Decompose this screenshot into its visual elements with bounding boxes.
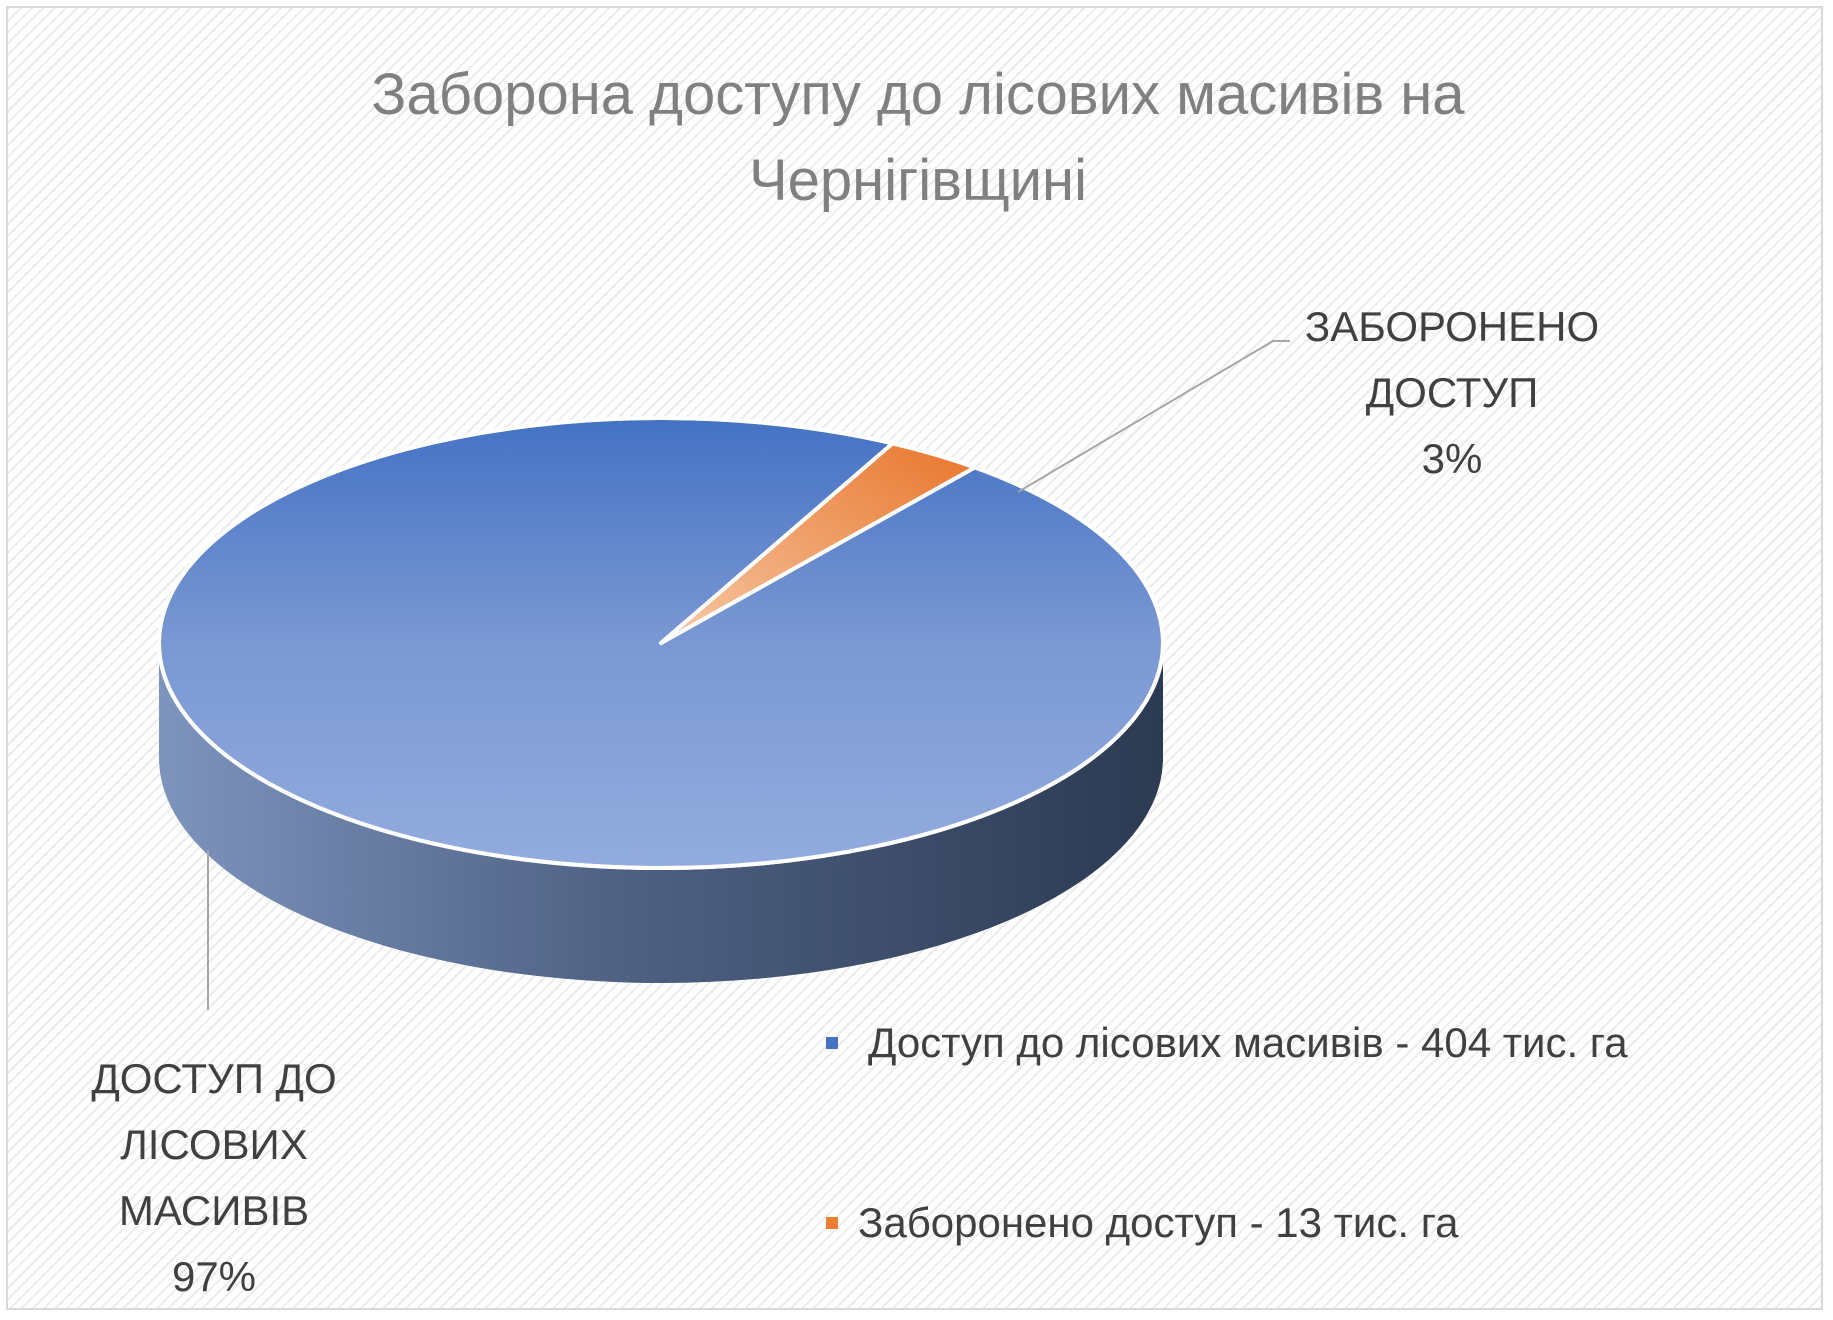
data-label-forbidden-percent: 3% — [1422, 435, 1483, 482]
data-label-forbidden-line: ДОСТУП — [1366, 369, 1539, 416]
chart-area: Заборона доступу до лісових масивів на Ч… — [6, 6, 1823, 1310]
legend-swatch-forbidden — [826, 1217, 838, 1229]
chart-title-line-2: Чернігівщині — [749, 148, 1087, 213]
data-label-access-line: ЛІСОВИХ — [120, 1121, 308, 1168]
data-label-forbidden: ЗАБОРОНЕНО ДОСТУП 3% — [1305, 303, 1599, 482]
data-label-access-line: ДОСТУП ДО — [91, 1055, 336, 1102]
legend-label-access: Доступ до лісових масивів - 404 тис. га — [868, 1019, 1628, 1066]
data-label-access: ДОСТУП ДО ЛІСОВИХ МАСИВІВ 97% — [91, 1055, 336, 1300]
legend: Доступ до лісових масивів - 404 тис. га … — [826, 1019, 1628, 1246]
legend-swatch-access — [826, 1037, 838, 1049]
legend-label-forbidden: Заборонено доступ - 13 тис. га — [858, 1199, 1459, 1246]
pie-rim — [157, 416, 1165, 870]
data-label-access-percent: 97% — [172, 1253, 256, 1300]
pie-chart: Заборона доступу до лісових масивів на Ч… — [91, 62, 1628, 1300]
pie-side-wall — [159, 643, 1163, 983]
chart-title-line-1: Заборона доступу до лісових масивів на — [371, 62, 1465, 127]
pie-slices — [157, 416, 1165, 983]
data-label-callouts — [207, 340, 1290, 1010]
callout-line-forbidden — [1017, 340, 1290, 493]
data-label-forbidden-line: ЗАБОРОНЕНО — [1305, 303, 1599, 350]
data-label-access-line: МАСИВІВ — [119, 1187, 309, 1234]
